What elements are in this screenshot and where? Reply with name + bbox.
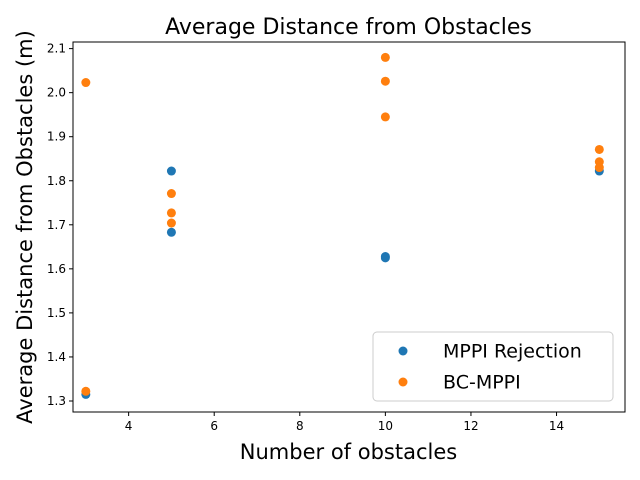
legend-marker-mppi-rejection xyxy=(398,346,408,356)
legend-box xyxy=(372,331,614,402)
point-bc-mppi xyxy=(380,112,390,122)
x-tick-label: 6 xyxy=(210,419,218,433)
plot-frame xyxy=(72,41,626,413)
point-bc-mppi xyxy=(166,208,176,218)
legend: MPPI Rejection BC-MPPI xyxy=(372,331,614,402)
x-axis-ticks: 4 6 8 10 12 14 xyxy=(125,412,564,433)
point-bc-mppi xyxy=(81,78,91,88)
y-tick-label: 2.1 xyxy=(47,42,66,56)
point-bc-mppi xyxy=(380,52,390,62)
point-bc-mppi xyxy=(166,189,176,199)
y-tick-label: 1.8 xyxy=(47,174,66,188)
point-mppi-rejection xyxy=(380,253,390,263)
chart-title: Average Distance from Obstacles xyxy=(165,15,532,40)
x-axis-label: Number of obstacles xyxy=(240,440,457,464)
y-tick-label: 1.7 xyxy=(47,218,66,232)
x-tick-label: 10 xyxy=(378,419,393,433)
y-tick-label: 1.9 xyxy=(47,130,66,144)
y-tick-label: 1.6 xyxy=(47,262,66,276)
plot-area: 4 6 8 10 12 14 1.3 1.4 1.5 1.6 1.7 1.8 1.9 2.0 2.1 xyxy=(47,41,626,433)
y-tick-label: 2.0 xyxy=(47,86,66,100)
x-tick-label: 12 xyxy=(463,419,478,433)
y-tick-label: 1.4 xyxy=(47,350,66,364)
legend-label-bc-mppi: BC-MPPI xyxy=(443,372,521,394)
y-tick-label: 1.3 xyxy=(47,394,66,408)
data-points xyxy=(81,52,604,399)
x-tick-label: 14 xyxy=(549,419,564,433)
x-tick-label: 8 xyxy=(296,419,304,433)
x-tick-label: 4 xyxy=(125,419,133,433)
point-bc-mppi xyxy=(594,163,604,173)
point-bc-mppi xyxy=(81,386,91,396)
y-axis-ticks: 1.3 1.4 1.5 1.6 1.7 1.8 1.9 2.0 2.1 xyxy=(47,42,73,408)
legend-marker-bc-mppi xyxy=(398,377,408,387)
point-bc-mppi xyxy=(594,144,604,154)
legend-label-mppi-rejection: MPPI Rejection xyxy=(443,341,582,363)
point-mppi-rejection xyxy=(166,227,176,237)
point-bc-mppi xyxy=(166,218,176,228)
point-mppi-rejection xyxy=(166,166,176,176)
y-tick-label: 1.5 xyxy=(47,306,66,320)
point-bc-mppi xyxy=(380,76,390,86)
y-axis-label: Average Distance from Obstacles (m) xyxy=(13,30,37,424)
